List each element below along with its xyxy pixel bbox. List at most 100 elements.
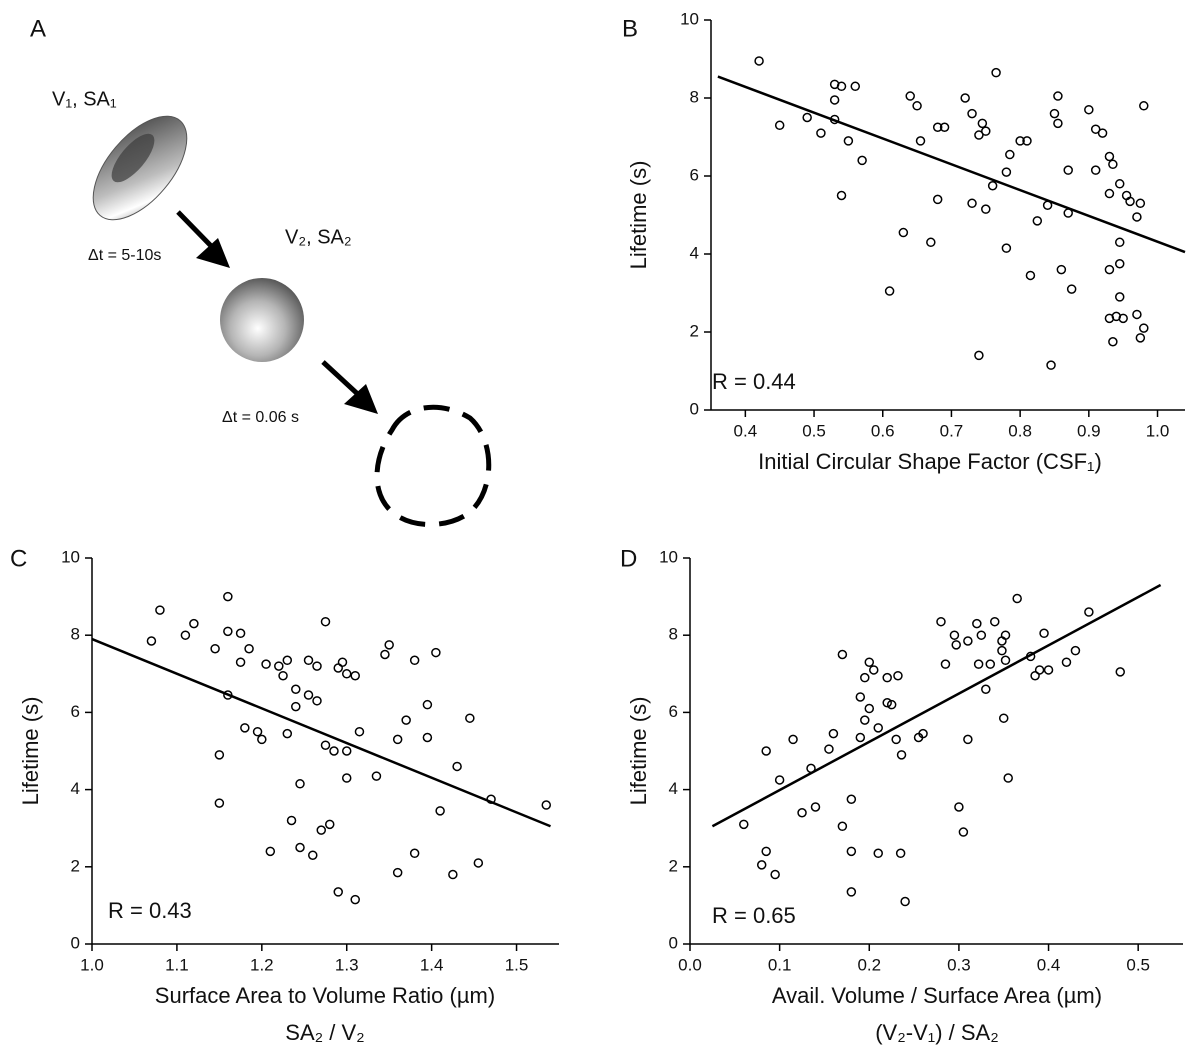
point — [846, 887, 857, 897]
point — [1015, 136, 1025, 146]
point — [977, 118, 988, 129]
point — [802, 112, 812, 123]
x-tick-label: 1.0 — [1146, 421, 1170, 440]
y-tick-label: 2 — [71, 856, 80, 875]
point — [1032, 216, 1043, 226]
point — [1001, 243, 1012, 253]
x-tick-label: 0.2 — [857, 955, 881, 974]
y-axis-title: Lifetime (s) — [18, 697, 43, 806]
point — [756, 860, 767, 870]
point — [1066, 284, 1077, 294]
point — [541, 800, 552, 810]
x-tick-label: 1.4 — [420, 955, 444, 974]
point — [949, 630, 960, 640]
annotation: R = 0.43 — [108, 898, 192, 923]
point — [886, 699, 897, 710]
point — [223, 591, 233, 602]
point — [278, 670, 288, 681]
x-tick-label: 0.9 — [1077, 421, 1101, 440]
annotation: R = 0.65 — [712, 903, 796, 928]
x-tick-label: 0.3 — [947, 955, 971, 974]
point — [1000, 655, 1011, 666]
point — [210, 643, 220, 654]
point — [926, 237, 936, 248]
point — [303, 690, 314, 700]
point — [774, 120, 785, 131]
point — [954, 802, 964, 812]
point — [932, 122, 943, 132]
x-axis-title: Avail. Volume / Surface Area (µm) — [772, 983, 1102, 1008]
point — [843, 136, 854, 146]
point — [316, 825, 327, 835]
arrow-head — [344, 384, 378, 414]
point — [1046, 360, 1056, 370]
point — [850, 81, 861, 92]
y-tick-label: 2 — [690, 321, 699, 340]
point — [409, 655, 420, 666]
point — [967, 108, 977, 119]
point — [981, 684, 991, 694]
x-axis-title: Initial Circular Shape Factor (CSF₁) — [758, 449, 1102, 474]
x-tick-label: 1.1 — [165, 955, 189, 974]
point — [265, 846, 276, 857]
point — [452, 761, 462, 772]
point — [997, 645, 1007, 656]
point — [312, 696, 322, 706]
point — [974, 350, 984, 361]
point — [855, 732, 866, 743]
point — [855, 692, 866, 702]
point — [754, 56, 764, 66]
point — [261, 659, 271, 669]
point — [940, 659, 951, 669]
point — [1118, 313, 1128, 324]
point — [1114, 292, 1125, 302]
point — [951, 640, 961, 650]
point — [1053, 118, 1063, 129]
point — [1114, 179, 1125, 189]
y-tick-label: 0 — [669, 933, 678, 952]
point — [465, 713, 475, 723]
point — [341, 746, 352, 756]
x-tick-label: 0.0 — [678, 955, 702, 974]
point — [974, 130, 984, 140]
point — [932, 194, 943, 205]
x-tick-label: 0.6 — [871, 421, 895, 440]
point — [1090, 124, 1101, 134]
y-tick-label: 8 — [690, 87, 699, 106]
point — [473, 858, 484, 868]
point — [1108, 159, 1118, 170]
point — [1135, 333, 1146, 343]
middle-label: V₂, SA₂ — [285, 226, 352, 248]
point — [1049, 108, 1060, 119]
point — [324, 819, 335, 830]
point — [898, 227, 909, 238]
start-label: V₁, SA₁ — [52, 88, 117, 110]
arrow-head — [196, 238, 230, 268]
point — [1012, 593, 1022, 604]
x-tick-label: 0.4 — [734, 421, 758, 440]
y-tick-label: 4 — [690, 243, 699, 262]
point — [912, 101, 922, 111]
fit-line — [91, 637, 551, 828]
y-tick-label: 0 — [71, 933, 80, 952]
point — [448, 869, 458, 880]
point — [384, 640, 394, 650]
point — [350, 670, 360, 681]
y-tick-label: 6 — [690, 165, 699, 184]
point — [860, 715, 870, 725]
point — [869, 665, 879, 675]
x-axis-title: Surface Area to Volume Ratio (µm) — [155, 983, 495, 1008]
point — [936, 616, 946, 627]
y-tick-label: 10 — [659, 547, 678, 566]
point — [810, 802, 821, 812]
point — [286, 815, 297, 826]
point — [380, 649, 390, 660]
step-label: Δt = 5-10s — [88, 247, 161, 264]
point — [788, 734, 798, 745]
point — [291, 684, 301, 694]
y-tick-label: 8 — [71, 625, 80, 644]
point — [864, 657, 875, 667]
point — [180, 630, 191, 640]
point — [900, 896, 910, 907]
point — [240, 723, 250, 733]
